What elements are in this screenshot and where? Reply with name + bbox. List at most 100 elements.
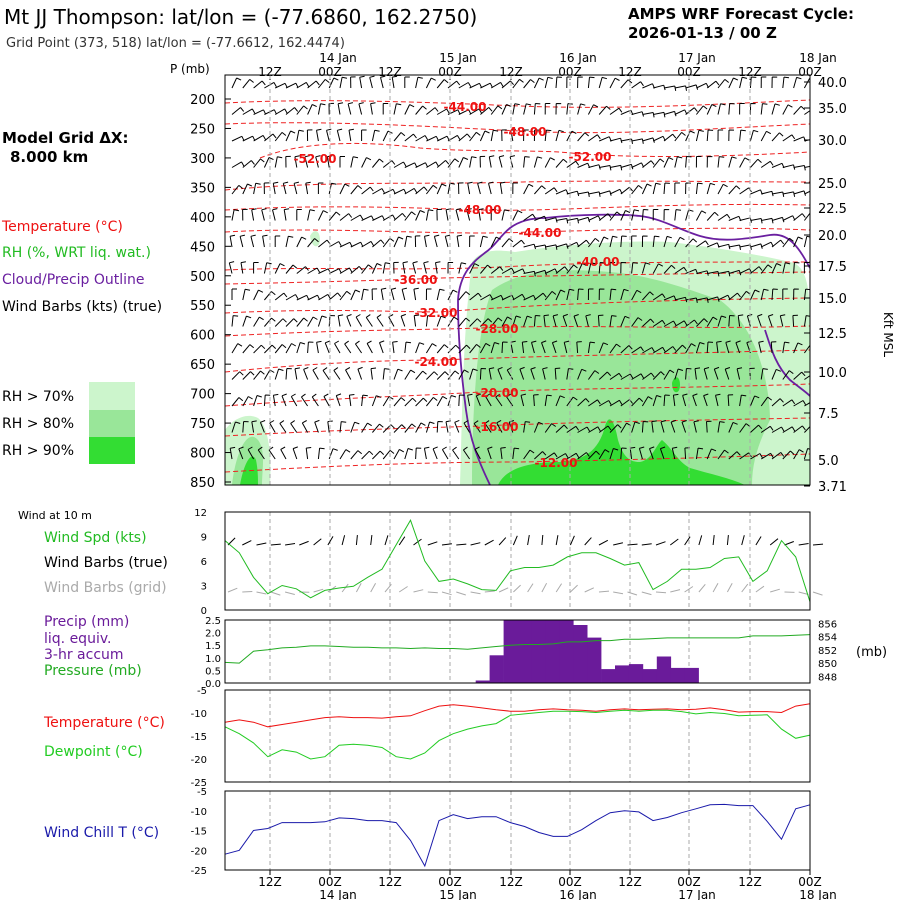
wind-barb — [794, 166, 806, 171]
wind-barb — [664, 111, 676, 116]
wind-barb — [273, 394, 278, 406]
wind-barb — [610, 138, 622, 143]
wind-barb — [567, 131, 577, 141]
windchill-tick-label: -20 — [191, 846, 207, 857]
wind-barb-grid — [756, 586, 764, 592]
wind-barb — [513, 183, 518, 194]
wind-barb-grid — [585, 588, 594, 592]
wind-barb — [340, 242, 352, 247]
temp-gridlines — [270, 690, 810, 782]
kft-msl-label: Kft MSL — [881, 312, 895, 357]
wind-barb — [599, 106, 610, 114]
wind-barb — [686, 183, 691, 194]
wind-barb-grid — [499, 588, 508, 592]
grid-point-subtitle: Grid Point (373, 518) lat/lon = (-77.661… — [6, 36, 345, 51]
model-grid-label: Model Grid ΔX: — [2, 129, 129, 147]
wind-barb — [813, 544, 823, 545]
wind-barb — [642, 161, 654, 168]
wind-barb — [653, 85, 665, 90]
wind-barb — [480, 156, 485, 167]
wind-barb — [567, 218, 579, 223]
wind-barb — [318, 211, 327, 221]
wind-barb — [299, 541, 308, 545]
windchill-tick-label: -10 — [191, 807, 207, 818]
wind-barb — [750, 104, 755, 115]
wind-barb — [761, 242, 773, 247]
wind-barb — [804, 236, 811, 247]
wind-barb — [229, 262, 234, 274]
wind-10m-panel: Wind at 10 m Wind Spd (kts) Wind Barbs (… — [18, 508, 823, 617]
wind-barb — [675, 210, 681, 221]
wind-barb — [670, 539, 678, 545]
wind-barb — [686, 85, 698, 90]
wind-barb — [664, 210, 669, 221]
precip-bar — [615, 665, 629, 683]
wind-barb — [656, 542, 666, 545]
wind-barb — [524, 184, 534, 194]
wind-barb — [459, 83, 471, 89]
wind-barb — [286, 236, 293, 247]
wind-barb — [318, 104, 325, 115]
wind-barb — [340, 291, 351, 300]
wind-barb — [437, 136, 449, 141]
wind-barb — [275, 236, 280, 247]
height-tick-label: 30.0 — [818, 134, 847, 149]
wind-barb — [318, 448, 324, 459]
wind-barb — [783, 105, 793, 115]
wind-barb — [254, 81, 266, 88]
wind-barb — [394, 213, 406, 220]
temp-contour-label: -40.00 — [577, 255, 620, 269]
windchill-axis: -5-10-15-20-25 — [191, 787, 207, 877]
wind-barb — [534, 78, 543, 88]
wind-barb — [275, 369, 283, 380]
wind-barb-grid — [542, 583, 547, 592]
wind-barb — [254, 371, 265, 380]
wind-barb — [329, 293, 341, 300]
wind-barb — [271, 544, 281, 545]
wind-barb — [632, 185, 643, 194]
wind-barb — [664, 158, 673, 168]
pressure-axis-label: P (mb) — [170, 62, 210, 76]
time-tick-label: 12Z — [738, 875, 762, 889]
wind-barb — [367, 341, 372, 353]
wind-barb — [642, 84, 654, 89]
wind-barb — [394, 262, 399, 273]
precip-bar — [531, 620, 545, 683]
wind-barb — [241, 262, 246, 274]
height-tick-label: 20.0 — [818, 229, 847, 244]
wind-barb — [437, 184, 446, 194]
wind-barb — [254, 317, 264, 326]
wind-barb — [448, 290, 457, 300]
pressure-tick-label: 850 — [190, 476, 215, 491]
wind-barb — [416, 187, 428, 194]
temp-contour-label: -44.00 — [519, 226, 562, 240]
wind-barb — [729, 157, 737, 168]
wind-barb — [740, 158, 750, 168]
wind-barb — [718, 130, 723, 141]
wind-barb — [480, 236, 487, 247]
height-tick-label: 5.0 — [818, 454, 839, 469]
wind-barb — [675, 132, 686, 141]
wind-barb — [362, 187, 374, 194]
wind-barb — [426, 162, 438, 168]
pressure-tick-label: 854 — [818, 633, 837, 644]
wind-barb — [707, 243, 719, 248]
pressure-unit-label: (mb) — [856, 645, 887, 660]
dewpoint-line — [225, 710, 810, 759]
temp-contour-label: -16.00 — [476, 420, 519, 434]
wind-barb — [513, 536, 517, 545]
wind-barb — [632, 82, 644, 88]
precip-bar — [601, 669, 615, 683]
precip-bar — [518, 620, 532, 683]
wind-barb — [761, 218, 773, 223]
wind-barb — [372, 189, 384, 195]
wind-barb — [445, 235, 450, 247]
wind-barb — [425, 235, 430, 247]
wind-barb — [405, 134, 417, 141]
pressure-tick-label: 850 — [818, 659, 837, 670]
wind-barb — [329, 78, 338, 88]
wind-barb — [291, 421, 297, 433]
wind-barb — [372, 424, 383, 432]
wind-barb — [351, 422, 360, 432]
pressure-tick-label: 848 — [818, 672, 837, 683]
